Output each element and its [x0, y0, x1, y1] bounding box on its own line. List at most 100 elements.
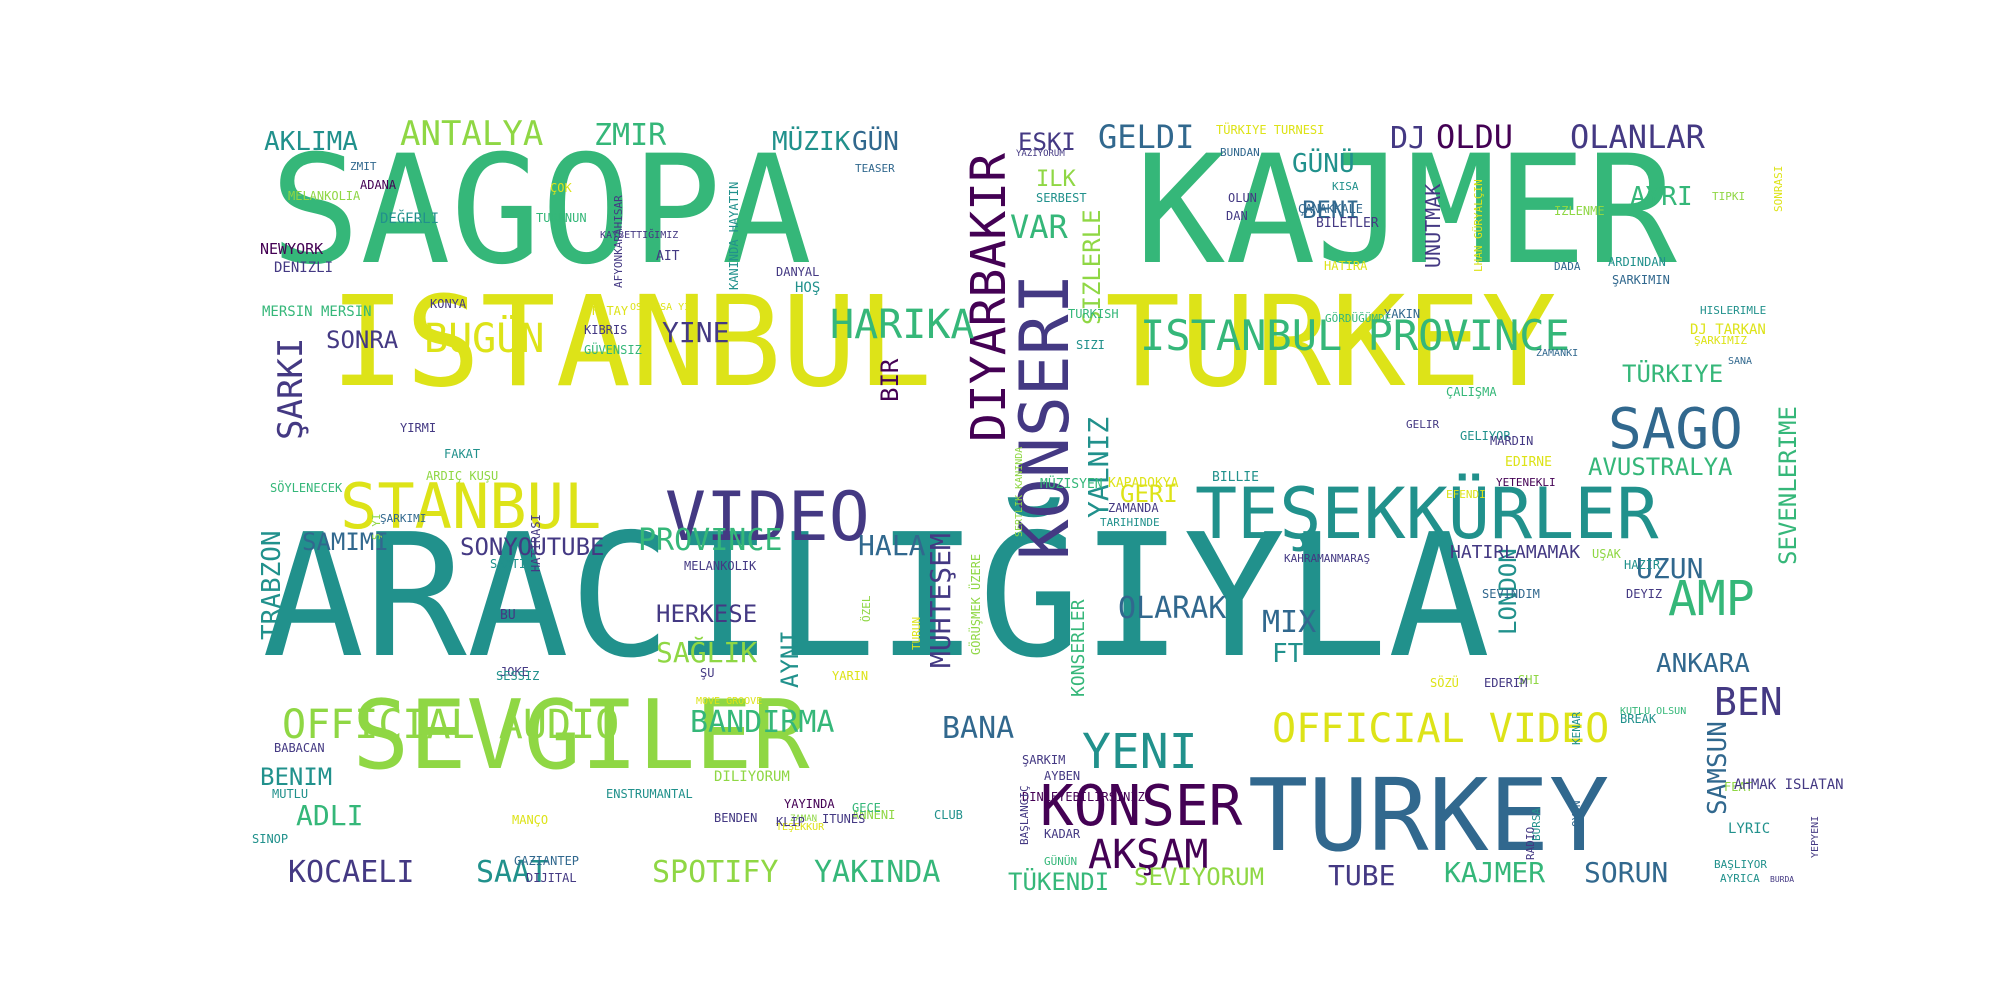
word-anneni: ANNENI	[852, 808, 895, 822]
word-move-groove: MOVE GROOVE	[696, 696, 762, 707]
word-muzik: MÜZIK	[772, 125, 851, 157]
word-sarkim: ŞARKIM	[1022, 753, 1065, 767]
word-istanbul: ISTANBUL	[330, 270, 932, 415]
word-muhtesem: MUHTEŞEM	[924, 533, 957, 668]
word-basliyor: BAŞLIYOR	[1714, 858, 1767, 871]
word-kajmer: KAJMER	[1444, 856, 1545, 889]
word-enstrumantal: ENSTRUMANTAL	[606, 787, 693, 801]
word-yaziyorum: YAZIYORUM	[1016, 149, 1065, 159]
word-kisa: KISA	[1332, 180, 1359, 193]
word-sevindim: SEVINDIM	[1482, 587, 1540, 601]
word-spotify: SPOTIFY	[652, 855, 778, 890]
word-ankara: ANKARA	[1656, 649, 1750, 679]
word-kadar: KADAR	[1044, 827, 1081, 841]
word-sizlerle: SIZLERLE	[1078, 209, 1106, 325]
word-degerli: DEĞERLI	[380, 209, 439, 227]
word-dijital: DIJITAL	[526, 871, 577, 885]
word-yetenekli: YETENEKLI	[1496, 476, 1556, 489]
word-ayben: AYBEN	[1044, 769, 1080, 783]
word-izlenme: IZLENME	[1554, 204, 1605, 218]
word-afyonkarahisar: AFYONKARAHISAR	[612, 195, 625, 288]
word-sinop: SINOP	[252, 832, 288, 846]
word-geldi: GELDI	[1098, 118, 1194, 156]
word-araciligiyla: ARACILIĞIYLA	[262, 497, 1490, 696]
word-joke: JOKE	[500, 665, 529, 679]
word-biletler: BILETLER	[1316, 216, 1379, 231]
word-mersin-mersin: MERSIN MERSIN	[262, 304, 372, 320]
word-saglik: SAĞLIK	[656, 635, 757, 669]
word-var: VAR	[1010, 208, 1069, 246]
word-sarkimiz: ŞARKIMIZ	[1694, 334, 1747, 347]
word-turunun: TURUNUN	[536, 211, 587, 225]
word-babacan: BABACAN	[274, 741, 325, 755]
word-yakinda: YAKINDA	[814, 855, 940, 890]
word-kenar: KENAR	[1570, 712, 1583, 745]
word-tube: TUBE	[1328, 859, 1395, 892]
word-soylenecek: SÖYLENECEK	[270, 479, 343, 495]
word-sarkimin: ŞARKIMIN	[1612, 273, 1670, 287]
word-zamanki: ZAMANKI	[1536, 348, 1578, 359]
word-yayinda: YAYINDA	[784, 797, 835, 811]
word-lhan-guryalcin: LHAN GÜRYALÇIN	[1472, 179, 1485, 272]
word-zamanda: ZAMANDA	[1108, 501, 1159, 515]
word-video: VIDEO	[665, 478, 870, 557]
word-tesekkur: TEŞEKKÜR	[776, 820, 825, 833]
word-club: CLUB	[934, 808, 963, 822]
word-sessiz: SESSIZ	[496, 669, 539, 683]
word-efendi: EFENDI	[1446, 488, 1486, 501]
word-gaziantep: GAZIANTEP	[514, 854, 579, 868]
word-bana: BANA	[942, 711, 1014, 746]
word-ardindan: ARDINDAN	[1608, 255, 1666, 269]
word-kajmer: KAJMER	[1135, 124, 1678, 298]
word-herkese: HERKESE	[656, 600, 757, 628]
word-guvensiz: GÜVENSIZ	[584, 341, 642, 357]
word-kibris: KIBRIS	[584, 323, 627, 337]
word-sorun: SORUN	[1584, 856, 1668, 889]
word-amp: AMP	[1668, 571, 1755, 627]
word-ilk: ILK	[1036, 167, 1076, 192]
word-bandirma: BANDIRMA	[690, 705, 835, 740]
word-tukendi: TÜKENDI	[1008, 867, 1109, 896]
word-uzun: UZUN	[1636, 552, 1703, 585]
word-tarihinde: TARIHINDE	[1100, 516, 1160, 529]
word-sago: SAGO	[1608, 397, 1743, 462]
word-ozel: ÖZEL	[860, 595, 873, 622]
word-denizli: DENIZLI	[274, 260, 333, 276]
word-melankolia: MELANKOLIA	[288, 189, 361, 203]
word-seviyorum: SEVIYORUM	[1134, 863, 1264, 891]
word-bu: BU	[500, 608, 516, 623]
word-kapadokya: KAPADOKYA	[1108, 476, 1179, 491]
word-istanbul-province: ISTANBUL PROVINCE	[1140, 311, 1570, 360]
word-diyarbakir: DIYARBAKIR	[961, 153, 1017, 442]
word-su: ŞU	[700, 666, 714, 680]
word-olanlar: OLANLAR	[1570, 118, 1706, 156]
word-usak: UŞAK	[1592, 547, 1622, 561]
word-sarki: ŞARKI	[271, 338, 311, 440]
word-zaman: ZAMAN	[790, 814, 817, 824]
word-gunun: GÜNÜN	[1044, 855, 1077, 868]
word-bugun: BUGÜN	[424, 314, 544, 362]
word-samsun: SAMSUN	[1703, 721, 1733, 815]
word-manco: MANÇO	[512, 813, 548, 827]
word-yeni: YENI	[1082, 724, 1198, 780]
word-break: BREAK	[1620, 712, 1657, 726]
word-ait: AIT	[656, 249, 680, 264]
word-sevenlerime: SEVENLERIME	[1774, 406, 1802, 565]
word-unutmak: UNUTMAK	[1421, 184, 1445, 268]
word-saati: SAATI	[490, 557, 526, 571]
word-yirmi: YIRMI	[400, 421, 436, 435]
word-calisma: ÇALIŞMA	[1446, 385, 1497, 399]
word-cok: ÇOK	[550, 181, 572, 195]
word-teaser: TEASER	[855, 162, 895, 175]
word-beni: BENI	[1302, 196, 1360, 224]
word-turkiye: TÜRKIYE	[1622, 359, 1723, 388]
word-sevgiler: SEVGILER	[352, 681, 810, 791]
word-bir: BIR	[876, 358, 904, 402]
word-kaybettigimiz: KAYBETTIĞIMIZ	[600, 228, 678, 241]
word-sonyoutube: SONYOUTUBE	[460, 533, 605, 561]
word-zmit: ZMIT	[350, 160, 377, 173]
word-hos: HOŞ	[795, 280, 820, 296]
word-gordugumde: GÖRDÜĞÜMDE	[1325, 312, 1391, 325]
word-turun: TURUN	[910, 617, 923, 650]
